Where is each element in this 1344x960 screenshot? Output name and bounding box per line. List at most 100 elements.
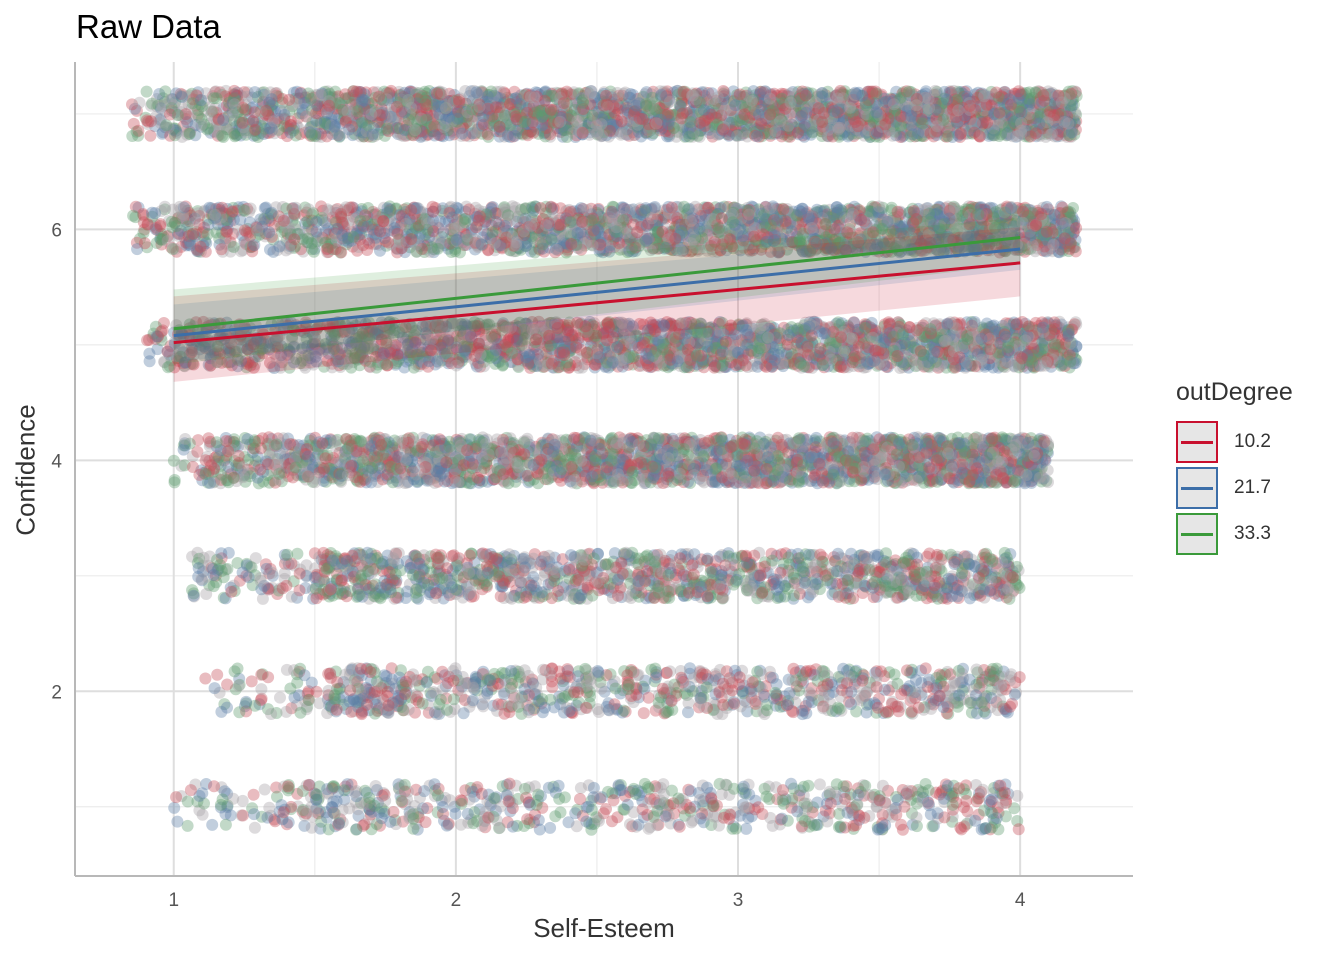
data-point (481, 687, 494, 700)
data-point (329, 693, 342, 705)
data-point (506, 820, 519, 833)
data-point (953, 689, 966, 702)
data-point (1004, 670, 1017, 683)
data-point (817, 810, 830, 823)
data-point (382, 699, 395, 712)
data-point (411, 823, 424, 836)
data-point (327, 795, 340, 808)
data-point (665, 694, 678, 707)
data-point (355, 662, 367, 675)
data-point (968, 579, 981, 592)
data-point (232, 679, 245, 692)
data-point (322, 667, 335, 680)
data-point (432, 552, 445, 565)
data-point (527, 580, 540, 592)
data-point (977, 822, 990, 835)
data-point (620, 546, 633, 559)
data-point (876, 779, 889, 792)
data-point (612, 573, 624, 586)
data-point (522, 669, 535, 682)
data-point (407, 568, 419, 581)
data-point (585, 794, 598, 807)
data-point (517, 563, 530, 576)
data-point (831, 565, 844, 578)
data-point (925, 702, 938, 715)
data-point (440, 819, 453, 832)
data-point (920, 575, 933, 588)
data-point (847, 592, 860, 605)
data-point (986, 793, 998, 806)
data-point (986, 555, 999, 568)
data-point (187, 589, 200, 602)
data-point (766, 671, 779, 684)
data-point (642, 691, 655, 704)
data-point (477, 700, 490, 713)
data-point (684, 785, 697, 798)
data-point (294, 706, 307, 719)
data-point (565, 549, 577, 562)
data-point (923, 547, 936, 560)
data-point (986, 807, 999, 820)
data-point (518, 782, 531, 795)
data-point (806, 806, 819, 819)
data-point (611, 811, 624, 824)
data-point (1010, 560, 1023, 573)
data-point (579, 662, 592, 675)
data-point (431, 806, 444, 819)
data-point (647, 809, 660, 822)
data-point (652, 586, 665, 599)
data-point (740, 822, 753, 835)
data-point (623, 786, 636, 798)
data-point (939, 778, 952, 791)
data-point (277, 806, 290, 819)
data-point (841, 574, 854, 586)
data-point (293, 567, 306, 580)
data-point (221, 701, 233, 714)
data-point (578, 553, 591, 566)
data-point (171, 815, 184, 828)
data-point (879, 579, 892, 592)
data-point (181, 819, 194, 832)
data-point (755, 668, 768, 681)
data-point (255, 683, 268, 696)
data-point (770, 583, 783, 596)
data-point (369, 780, 382, 792)
data-point (700, 681, 713, 694)
data-point (609, 682, 622, 695)
data-point (503, 777, 516, 790)
data-point (701, 552, 714, 565)
data-point (552, 779, 565, 792)
data-point (473, 803, 486, 816)
data-point (863, 563, 876, 576)
data-point (870, 681, 883, 694)
data-point (247, 788, 260, 801)
data-point (986, 662, 999, 675)
data-point (664, 799, 677, 812)
data-point (834, 690, 847, 703)
data-point (416, 697, 429, 710)
data-point (660, 809, 673, 822)
data-point (281, 780, 294, 793)
data-point (489, 792, 502, 805)
data-point (740, 801, 753, 814)
data-point (1006, 571, 1019, 584)
data-point (871, 701, 884, 714)
data-point (953, 782, 965, 795)
data-point (197, 551, 210, 564)
data-point (832, 547, 844, 560)
data-point (845, 685, 858, 698)
data-point (876, 821, 889, 834)
data-point (216, 793, 229, 806)
data-point (843, 670, 856, 683)
data-point (399, 798, 412, 811)
data-point (219, 807, 232, 820)
data-point (601, 558, 614, 571)
data-point (970, 795, 983, 808)
data-point (862, 789, 875, 801)
data-point (248, 808, 260, 821)
data-point (694, 696, 707, 709)
data-point (834, 820, 847, 833)
data-point (895, 574, 908, 587)
data-point (809, 578, 822, 591)
data-point (206, 818, 219, 831)
